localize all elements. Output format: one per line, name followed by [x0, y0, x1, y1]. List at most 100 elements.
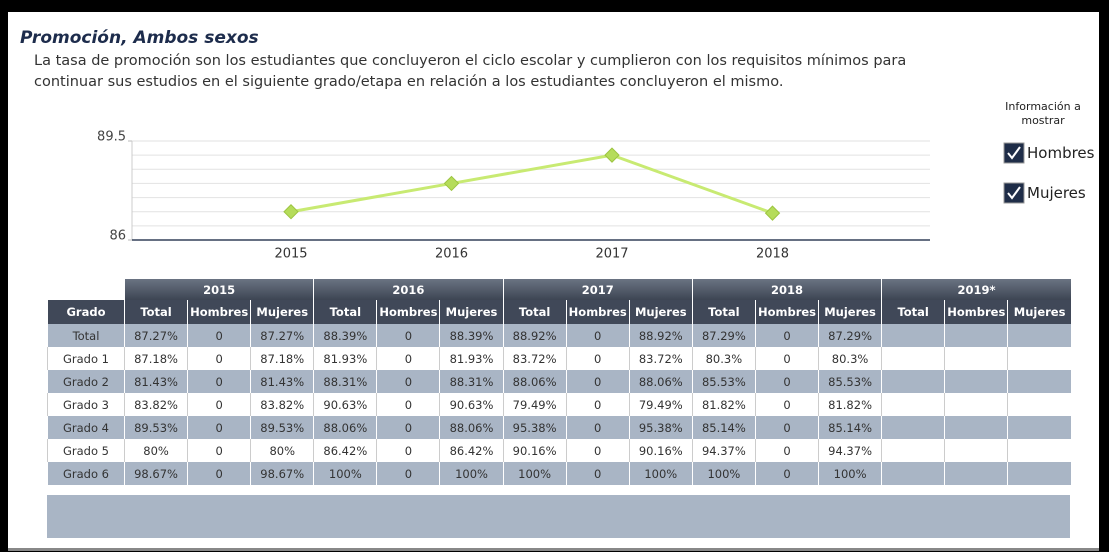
checkbox[interactable]: [1003, 142, 1025, 164]
year-header-row: 2015 2016 2017 2018 2019*: [47, 279, 1071, 300]
table-cell: 100%: [439, 462, 504, 485]
table-cell: 0: [187, 462, 251, 485]
checkbox-option[interactable]: Mujeres: [1003, 182, 1086, 204]
x-tick-label: 2015: [274, 247, 307, 262]
table-cell: 90.63%: [313, 393, 377, 416]
table-cell: 81.82%: [691, 393, 756, 416]
empty-cell: [1007, 347, 1071, 370]
empty-cell: [881, 393, 945, 416]
table-cell: 100%: [691, 462, 756, 485]
checkbox-option[interactable]: Hombres: [1003, 142, 1094, 164]
row-label: Total: [47, 324, 125, 347]
table-cell: 0: [187, 347, 251, 370]
table-row: Grado 4 89.53% 0 89.53% 88.06% 0 88.06% 95.38% 0…: [47, 416, 1071, 439]
table-cell: 81.43%: [123, 370, 188, 393]
table-cell: 0: [187, 439, 251, 462]
table-cell: 0: [754, 393, 819, 416]
table-cell: 87.18%: [250, 347, 314, 370]
table-cell: 83.72%: [502, 347, 567, 370]
table-cell: 0: [565, 393, 630, 416]
year-header: 2017: [502, 279, 693, 300]
empty-cell: [944, 347, 1008, 370]
table-cell: 85.14%: [691, 416, 756, 439]
table-cell: 87.29%: [818, 324, 882, 347]
table-cell: 0: [376, 439, 440, 462]
data-marker: [443, 175, 460, 192]
table-cell: 100%: [628, 462, 693, 485]
table-cell: 87.27%: [123, 324, 188, 347]
empty-cell: [881, 439, 945, 462]
table-cell: 0: [376, 393, 440, 416]
table-cell: 0: [565, 347, 630, 370]
table-row: Grado 6 98.67% 0 98.67% 100% 0 100% 100% 0 100% 10…: [47, 462, 1071, 485]
table-cell: 100%: [502, 462, 567, 485]
table-cell: 83.82%: [250, 393, 314, 416]
table-cell: 100%: [818, 462, 882, 485]
section-title: Promoción, Ambos sexos: [20, 28, 259, 48]
description-line: continuar sus estudios en el siguiente g…: [34, 74, 784, 90]
column-header: Mujeres: [628, 300, 693, 324]
data-line: [290, 153, 774, 215]
table-row: Grado 3 83.82% 0 83.82% 90.63% 0 90.63% 79.49% 0…: [47, 393, 1071, 416]
table-cell: 89.53%: [250, 416, 314, 439]
table-cell: 81.93%: [439, 347, 504, 370]
table-cell: 81.93%: [313, 347, 377, 370]
empty-cell: [1007, 416, 1071, 439]
table-cell: 0: [754, 324, 819, 347]
empty-cell: [944, 416, 1008, 439]
x-tick-label: 2017: [595, 247, 628, 262]
empty-cell: [944, 439, 1008, 462]
table-cell: 0: [376, 324, 440, 347]
table-cell: 0: [376, 347, 440, 370]
table-cell: 88.39%: [439, 324, 504, 347]
header-blank: [47, 279, 125, 300]
table-cell: 88.06%: [439, 416, 504, 439]
table-cell: 0: [565, 416, 630, 439]
empty-cell: [1007, 324, 1071, 347]
empty-cell: [1007, 393, 1071, 416]
year-header: 2016: [313, 279, 504, 300]
table-cell: 0: [754, 462, 819, 485]
empty-cell: [944, 370, 1008, 393]
table-cell: 87.18%: [123, 347, 188, 370]
table-cell: 80%: [250, 439, 314, 462]
empty-cell: [944, 393, 1008, 416]
table-cell: 87.27%: [250, 324, 314, 347]
table-cell: 90.63%: [439, 393, 504, 416]
x-tick-label: 2016: [435, 247, 468, 262]
table-cell: 88.06%: [313, 416, 377, 439]
table-cell: 80%: [123, 439, 188, 462]
table-cell: 0: [187, 370, 251, 393]
empty-cell: [881, 347, 945, 370]
data-marker: [604, 147, 620, 163]
year-header: 2019*: [881, 279, 1071, 300]
table-cell: 85.53%: [691, 370, 756, 393]
table-row: Grado 2 81.43% 0 81.43% 88.31% 0 88.31% 88.06% 0…: [47, 370, 1071, 393]
table-cell: 0: [754, 347, 819, 370]
table-cell: 83.82%: [123, 393, 188, 416]
table-cell: 87.29%: [691, 324, 756, 347]
empty-cell: [944, 462, 1008, 485]
column-header: Total: [313, 300, 377, 324]
column-header: Mujeres: [250, 300, 314, 324]
column-header: Grado: [47, 300, 125, 324]
table-cell: 90.16%: [502, 439, 567, 462]
table-cell: 0: [187, 324, 251, 347]
table-cell: 95.38%: [628, 416, 693, 439]
table-cell: 83.72%: [628, 347, 693, 370]
table-cell: 88.31%: [439, 370, 504, 393]
table-cell: 79.49%: [628, 393, 693, 416]
year-header: 2018: [691, 279, 882, 300]
data-table: 2015 2016 2017 2018 2019* Grado Total Hombres Mu…: [47, 279, 1071, 485]
table-cell: 88.39%: [313, 324, 377, 347]
column-header: Mujeres: [1007, 300, 1071, 324]
table-cell: 98.67%: [123, 462, 188, 485]
table-cell: 81.43%: [250, 370, 314, 393]
table-cell: 100%: [313, 462, 377, 485]
column-header: Hombres: [754, 300, 819, 324]
empty-cell: [881, 462, 945, 485]
table-footer: [47, 495, 1070, 538]
table-cell: 88.92%: [502, 324, 567, 347]
description-line: La tasa de promoción son los estudiantes…: [34, 53, 907, 69]
checkbox[interactable]: [1003, 182, 1025, 204]
